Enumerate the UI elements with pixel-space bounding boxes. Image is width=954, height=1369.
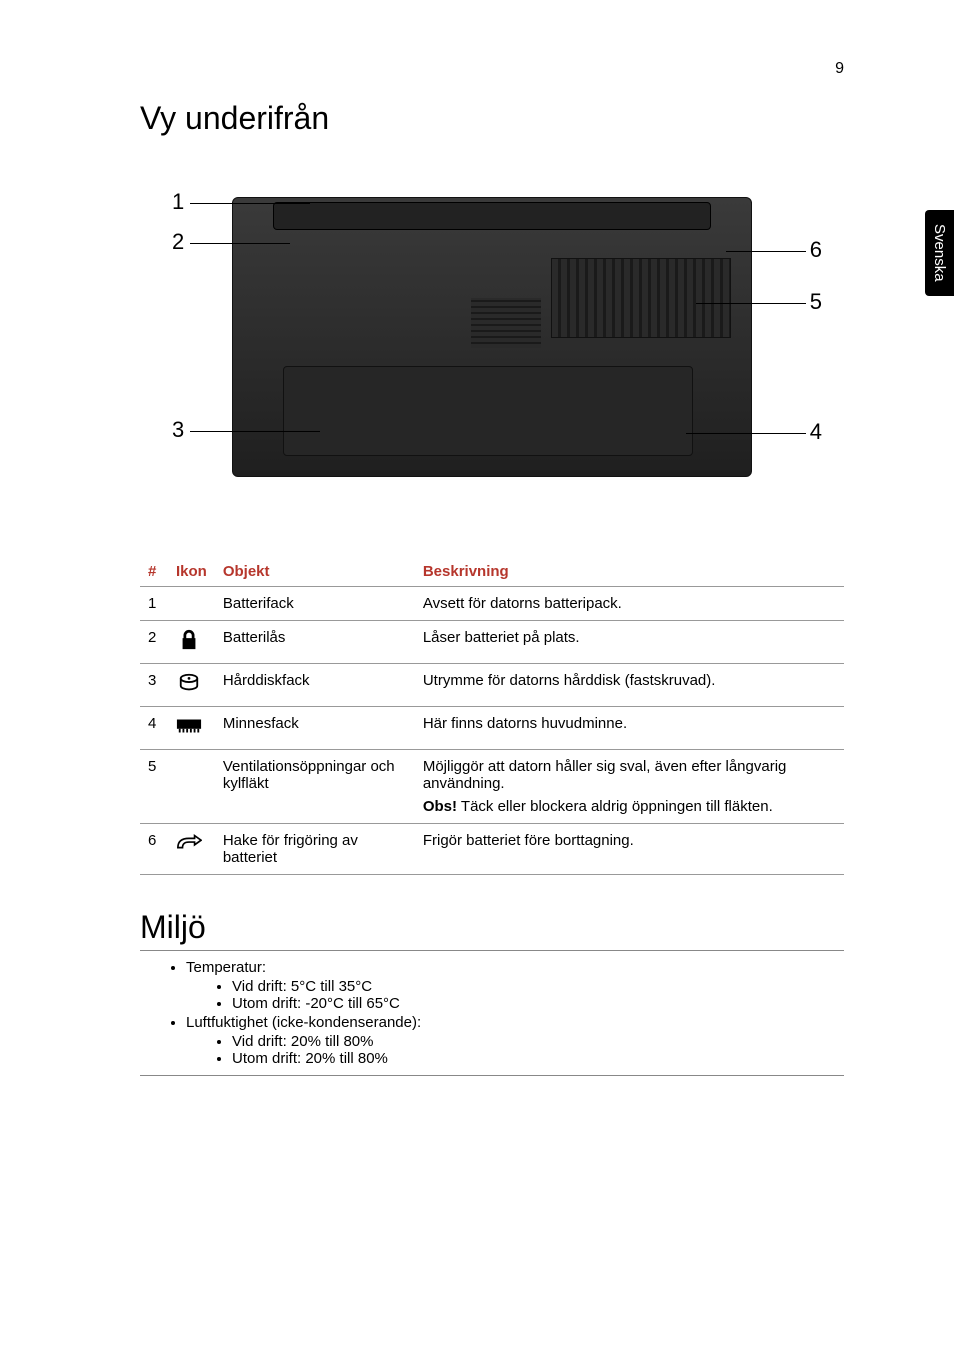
table-row: 5 Ventilationsöppningar och kylfläkt Möj… (140, 750, 844, 824)
ram-icon (176, 715, 202, 737)
env-hum: Luftfuktighet (icke-kondenserande): Vid … (186, 1014, 844, 1067)
callout-line (190, 431, 320, 432)
th-desc: Beskrivning (415, 557, 844, 587)
cell-icon (168, 824, 215, 875)
note-bold: Obs! (423, 798, 457, 815)
env-hum-nop: Utom drift: 20% till 80% (232, 1050, 844, 1067)
bottom-view-diagram: 1 2 3 4 5 6 (142, 157, 842, 527)
callout-3: 3 (172, 417, 184, 443)
th-icon: Ikon (168, 557, 215, 587)
cell-num: 1 (140, 587, 168, 621)
hdd-icon (176, 672, 202, 694)
cell-desc: Avsett för datorns batteripack. (415, 587, 844, 621)
env-hum-label: Luftfuktighet (icke-kondenserande): (186, 1014, 421, 1031)
cell-icon (168, 587, 215, 621)
cell-icon (168, 664, 215, 707)
callout-line (726, 251, 806, 252)
callout-line (686, 433, 806, 434)
cell-num: 5 (140, 750, 168, 824)
cell-icon (168, 621, 215, 664)
page-number: 9 (835, 60, 844, 78)
cell-desc: Möjliggör att datorn håller sig sval, äv… (415, 750, 844, 824)
table-row: 4 Minnesfack Här finns datorns huvudminn… (140, 707, 844, 750)
callout-5: 5 (810, 289, 822, 315)
callout-6: 6 (810, 237, 822, 263)
environment-block: Temperatur: Vid drift: 5°C till 35°C Uto… (140, 950, 844, 1076)
cell-object: Ventilationsöppningar och kylfläkt (215, 750, 415, 824)
cell-object: Batterilås (215, 621, 415, 664)
cell-object: Hårddiskfack (215, 664, 415, 707)
release-icon (176, 832, 202, 854)
env-temp-nop: Utom drift: -20°C till 65°C (232, 995, 844, 1012)
callout-2: 2 (172, 229, 184, 255)
cell-icon (168, 707, 215, 750)
cell-desc: Utrymme för datorns hårddisk (fastskruva… (415, 664, 844, 707)
hdd-cover (283, 366, 693, 456)
table-row: 3 Hårddiskfack Utrymme för datorns hårdd… (140, 664, 844, 707)
lock-icon (176, 629, 202, 651)
callout-line (190, 203, 310, 204)
cell-object: Minnesfack (215, 707, 415, 750)
laptop-chassis (232, 197, 752, 477)
callout-line (190, 243, 290, 244)
cell-desc: Låser batteriet på plats. (415, 621, 844, 664)
table-row: 6 Hake för frigöring av batteriet Frigör… (140, 824, 844, 875)
env-temp-label: Temperatur: (186, 959, 266, 976)
table-row: 1 Batterifack Avsett för datorns batteri… (140, 587, 844, 621)
cell-desc: Här finns datorns huvudminne. (415, 707, 844, 750)
desc-text: Möjliggör att datorn håller sig sval, äv… (423, 758, 787, 792)
env-hum-op: Vid drift: 20% till 80% (232, 1033, 844, 1050)
cell-num: 3 (140, 664, 168, 707)
cell-object: Batterifack (215, 587, 415, 621)
spec-table: # Ikon Objekt Beskrivning 1 Batterifack … (140, 557, 844, 875)
cell-icon (168, 750, 215, 824)
th-num: # (140, 557, 168, 587)
miljo-title: Miljö (140, 909, 844, 946)
section-title: Vy underifrån (140, 100, 844, 137)
callout-1: 1 (172, 189, 184, 215)
battery-slot (273, 202, 711, 230)
table-row: 2 Batterilås Låser batteriet på plats. (140, 621, 844, 664)
th-object: Objekt (215, 557, 415, 587)
cell-object: Hake för frigöring av batteriet (215, 824, 415, 875)
note-text: Täck eller blockera aldrig öppningen til… (457, 798, 773, 815)
cell-num: 4 (140, 707, 168, 750)
cell-desc: Frigör batteriet före borttagning. (415, 824, 844, 875)
env-temp-op: Vid drift: 5°C till 35°C (232, 978, 844, 995)
callout-line (696, 303, 806, 304)
cell-num: 2 (140, 621, 168, 664)
language-tab: Svenska (925, 210, 954, 296)
vent-grille (551, 258, 731, 338)
cell-num: 6 (140, 824, 168, 875)
env-temp: Temperatur: Vid drift: 5°C till 35°C Uto… (186, 959, 844, 1012)
callout-4: 4 (810, 419, 822, 445)
vent-grille-small (471, 298, 541, 348)
